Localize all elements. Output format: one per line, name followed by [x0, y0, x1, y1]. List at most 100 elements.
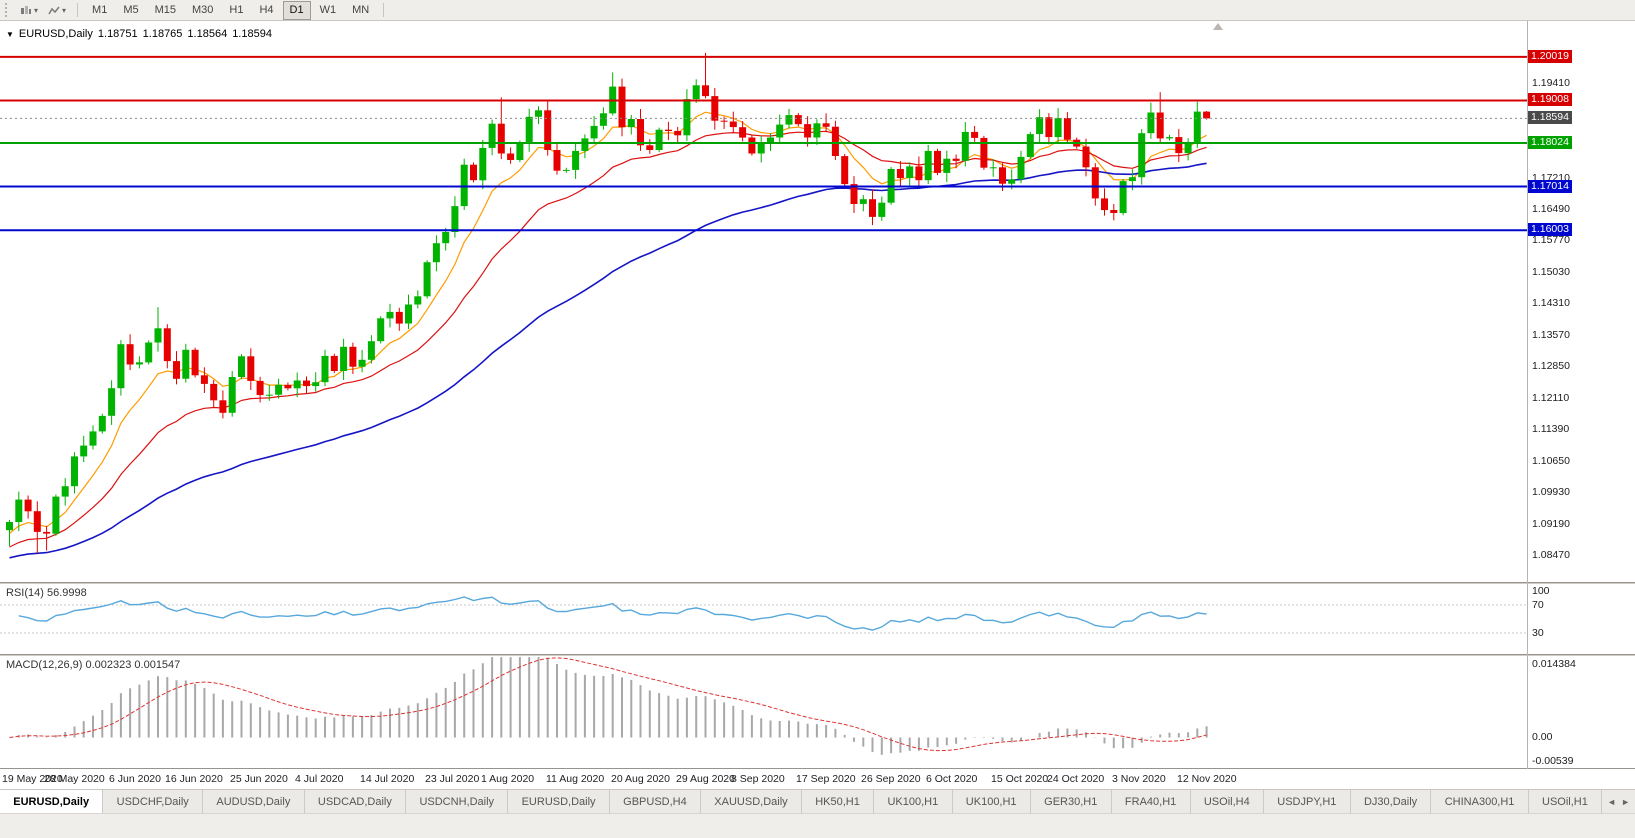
timeframe-button-w1[interactable]: W1 [319, 3, 337, 16]
timeframe-button-h1[interactable]: H1 [229, 3, 244, 16]
time-axis-label: 3 Nov 2020 [1112, 773, 1166, 785]
time-axis-label: 6 Jun 2020 [109, 773, 161, 785]
macd-indicator-panel[interactable]: MACD(12,26,9) 0.002323 0.001547 0.014384… [0, 656, 1635, 768]
chart-tab-usoil-h4[interactable]: USOil,H4 [1190, 790, 1264, 813]
price-axis-label: 1.15770 [1532, 234, 1570, 246]
candlestick-chart-icon [21, 5, 31, 14]
panel-divider[interactable] [0, 582, 1635, 584]
price-chart-panel[interactable]: ▼ EURUSD,Daily 1.18751 1.18765 1.18564 1… [0, 21, 1635, 582]
chart-tab-eurusd-daily[interactable]: EURUSD,Daily [0, 790, 104, 813]
timeframe-button-group: M1 M5 M15 M30 H1 H4 D1 W1 MN [85, 0, 376, 20]
macd-signal-line [9, 657, 1207, 752]
symbol-period-label: EURUSD,Daily [18, 28, 93, 40]
time-axis-label: 25 Jun 2020 [230, 773, 288, 785]
time-axis-label: 6 Oct 2020 [926, 773, 978, 785]
chart-tab-audusd-daily[interactable]: AUDUSD,Daily [203, 790, 305, 813]
toolbar-separator [383, 3, 385, 17]
price-axis-label: 1.15030 [1532, 266, 1570, 278]
timeframe-button-m1[interactable]: M1 [92, 3, 108, 16]
rsi-axis-label: 30 [1532, 627, 1544, 639]
chart-tab-uk100-h1[interactable]: UK100,H1 [952, 790, 1031, 813]
toolbar-separator [77, 3, 79, 17]
rsi-axis-label: 100 [1532, 585, 1550, 597]
timeframe-button-m15[interactable]: M15 [154, 3, 176, 16]
time-axis-label: 23 Jul 2020 [425, 773, 480, 785]
tab-scroll-right-icon[interactable]: ► [1621, 796, 1630, 807]
tab-scroll-arrows: ◄ ► [1602, 790, 1635, 813]
timeframe-button-h4[interactable]: H4 [259, 3, 274, 16]
time-axis-label: 28 May 2020 [44, 773, 105, 785]
chart-tab-hk50-h1[interactable]: HK50,H1 [801, 790, 875, 813]
price-tag: 1.20019 [1528, 50, 1572, 63]
macd-axis-label: 0.014384 [1532, 658, 1576, 670]
time-axis-label: 29 Aug 2020 [676, 773, 735, 785]
price-tag: 1.18594 [1528, 111, 1572, 124]
chart-tab-uk100-h1[interactable]: UK100,H1 [874, 790, 953, 813]
high-value: 1.18765 [142, 28, 183, 40]
price-axis-label: 1.13570 [1532, 329, 1570, 341]
price-tag: 1.18024 [1528, 136, 1572, 149]
time-axis-label: 26 Sep 2020 [861, 773, 921, 785]
price-axis-label: 1.14310 [1532, 297, 1570, 309]
caret-down-icon: ▾ [34, 5, 39, 15]
time-axis-label: 4 Jul 2020 [295, 773, 344, 785]
open-value: 1.18751 [97, 28, 138, 40]
price-axis-label: 1.10650 [1532, 455, 1570, 467]
ma-slow-line [9, 162, 1207, 559]
price-chart-plot [0, 52, 1527, 559]
rsi-indicator-panel[interactable]: RSI(14) 56.9998 100 70 30 [0, 584, 1635, 654]
time-axis-label: 17 Sep 2020 [796, 773, 856, 785]
candles-layer [6, 52, 1211, 554]
price-axis-label: 1.12110 [1532, 392, 1570, 404]
chart-tab-xauusd-daily[interactable]: XAUUSD,Daily [701, 790, 802, 813]
chart-tab-usdcnh-daily[interactable]: USDCNH,Daily [406, 790, 509, 813]
chart-tab-usoil-h1[interactable]: USOil,H1 [1528, 790, 1603, 813]
price-tag: 1.19008 [1528, 93, 1572, 106]
timeframe-button-m30[interactable]: M30 [192, 3, 214, 16]
macd-axis-label: -0.00539 [1532, 755, 1574, 767]
chart-tab-ger30-h1[interactable]: GER30,H1 [1030, 790, 1112, 813]
chart-type-button[interactable]: ▾ [16, 1, 42, 20]
chart-tab-dj30-daily[interactable]: DJ30,Daily [1350, 790, 1432, 813]
tab-scroll-left-icon[interactable]: ◄ [1607, 796, 1617, 807]
time-axis[interactable]: 19 May 2020 28 May 2020 6 Jun 2020 16 Jun 2… [0, 769, 1635, 789]
macd-label: MACD(12,26,9) 0.002323 0.001547 [6, 659, 181, 671]
timeframe-button-d1[interactable]: D1 [282, 0, 311, 20]
chart-tab-usdchf-daily[interactable]: USDCHF,Daily [103, 790, 204, 813]
toolbar-drag-handle[interactable] [5, 3, 11, 17]
time-axis-label: 20 Aug 2020 [611, 773, 670, 785]
time-axis-label: 12 Nov 2020 [1177, 773, 1237, 785]
macd-histogram [17, 657, 1208, 755]
collapse-panel-icon[interactable]: ▼ [6, 29, 14, 39]
time-axis-label: 1 Aug 2020 [481, 773, 535, 785]
chart-tab-eurusd-daily[interactable]: EURUSD,Daily [508, 790, 610, 813]
top-toolbar: ▾ ▾ M1 M5 M15 M30 H1 H4 D1 W1 MN [0, 0, 1635, 21]
low-value: 1.18564 [187, 28, 228, 40]
price-axis-label: 1.08470 [1532, 549, 1570, 561]
price-tag: 1.17014 [1528, 180, 1572, 193]
ma-medium-line [9, 130, 1207, 548]
chart-tab-china300-h1[interactable]: CHINA300,H1 [1431, 790, 1529, 813]
time-axis-label: 14 Jul 2020 [360, 773, 415, 785]
timeframe-button-mn[interactable]: MN [352, 3, 370, 16]
rsi-line [18, 596, 1207, 631]
rsi-plot [0, 596, 1527, 634]
panel-divider[interactable] [0, 654, 1635, 656]
close-value: 1.18594 [232, 28, 272, 40]
rsi-axis-label: 70 [1532, 599, 1544, 611]
chart-tab-gbpusd-h4[interactable]: GBPUSD,H4 [609, 790, 702, 813]
price-axis-label: 1.16490 [1532, 203, 1570, 215]
timeframe-button-m5[interactable]: M5 [123, 3, 139, 16]
price-axis-label: 1.09190 [1532, 518, 1570, 530]
chart-ohlc-header: ▼ EURUSD,Daily 1.18751 1.18765 1.18564 1… [6, 28, 272, 40]
rsi-label: RSI(14) 56.9998 [6, 587, 87, 599]
chart-tab-fra40-h1[interactable]: FRA40,H1 [1111, 790, 1191, 813]
price-axis-separator [1527, 21, 1528, 789]
time-axis-label: 15 Oct 2020 [991, 773, 1049, 785]
price-axis-label: 1.11390 [1532, 423, 1570, 435]
price-tag: 1.16003 [1528, 223, 1572, 236]
indicators-button[interactable]: ▾ [44, 1, 70, 20]
chart-shift-marker[interactable] [1213, 23, 1223, 30]
chart-tab-usdcad-daily[interactable]: USDCAD,Daily [304, 790, 407, 813]
chart-tab-usdjpy-h1[interactable]: USDJPY,H1 [1264, 790, 1351, 813]
